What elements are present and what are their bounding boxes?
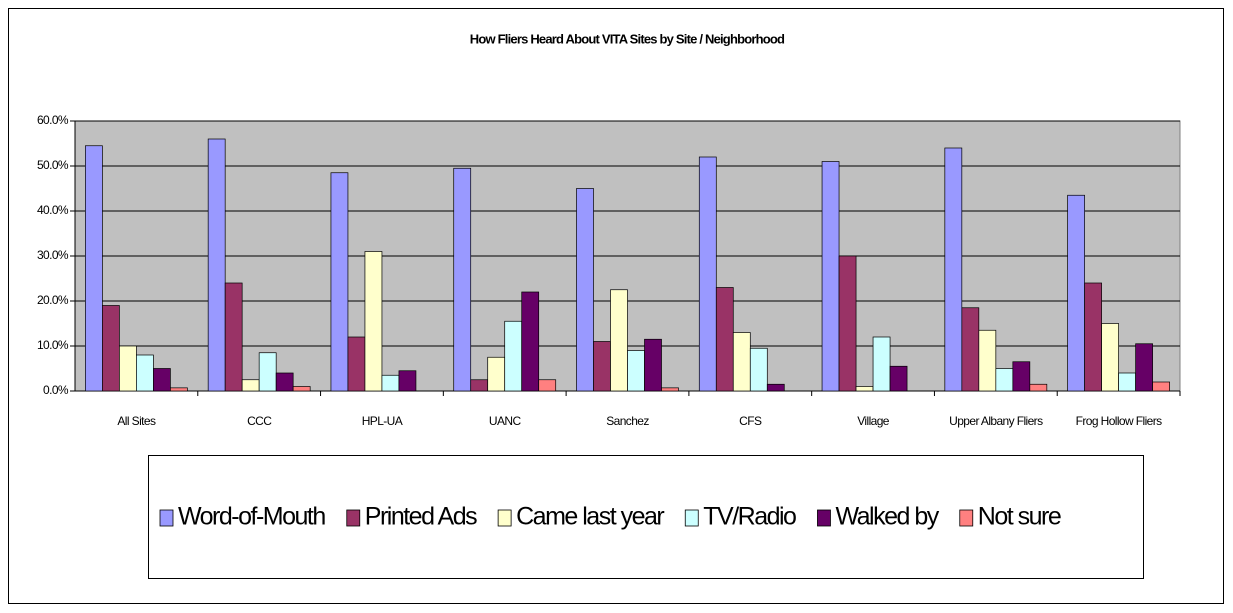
- bar: [521, 291, 540, 392]
- bar: [1152, 381, 1170, 392]
- y-tick-label: 30.0%: [37, 248, 69, 262]
- y-tick-label: 50.0%: [37, 158, 69, 172]
- bar: [241, 379, 260, 392]
- y-tick-label: 20.0%: [37, 293, 69, 307]
- bar: [153, 368, 171, 392]
- bar: [470, 379, 489, 392]
- y-tick-label: 10.0%: [37, 338, 69, 352]
- bar: [627, 350, 645, 392]
- bar: [364, 251, 383, 392]
- bar: [889, 365, 908, 392]
- x-tick-label: All Sites: [117, 414, 156, 428]
- bar: [838, 255, 857, 392]
- legend-swatch: [684, 509, 699, 527]
- bar: [698, 156, 717, 392]
- bar: [170, 387, 188, 392]
- bar: [381, 374, 400, 392]
- x-tick-label: CFS: [739, 414, 762, 428]
- x-tick-label: CCC: [247, 414, 272, 428]
- legend-swatch: [497, 509, 512, 527]
- legend-swatch: [817, 509, 831, 527]
- bar: [136, 354, 154, 392]
- bar: [732, 332, 751, 392]
- legend-label: Word-of-Mouth: [178, 503, 325, 531]
- bar: [102, 305, 120, 392]
- x-tick-label: Upper Albany Fliers: [949, 414, 1043, 428]
- bar: [85, 145, 103, 392]
- bar: [224, 282, 243, 392]
- bar: [330, 172, 349, 392]
- bar: [347, 336, 366, 392]
- bar: [292, 386, 311, 392]
- y-tick-label: 0.0%: [43, 383, 69, 397]
- bar: [661, 387, 679, 392]
- x-tick-label: Sanchez: [606, 414, 649, 428]
- bar: [995, 368, 1014, 392]
- bar: [872, 336, 891, 392]
- x-tick-label: HPL-UA: [362, 414, 403, 428]
- bar: [258, 352, 277, 392]
- legend-label: Printed Ads: [365, 503, 477, 531]
- legend-swatch: [159, 509, 174, 527]
- y-tick-label: 60.0%: [37, 113, 69, 127]
- legend-swatch: [346, 509, 361, 527]
- bar: [644, 338, 662, 392]
- y-tick-label: 40.0%: [37, 203, 69, 217]
- bar: [749, 347, 768, 392]
- legend-box: [148, 455, 1144, 579]
- x-tick-label: UANC: [489, 414, 522, 428]
- bar: [538, 379, 557, 392]
- bar: [961, 307, 980, 392]
- x-tick-label: Frog Hollow Fliers: [1076, 414, 1162, 428]
- bar: [1029, 383, 1048, 392]
- chart-title: How Fliers Heard About VITA Sites by Sit…: [470, 31, 785, 46]
- bar: [766, 383, 785, 392]
- x-tick-label: Village: [857, 414, 890, 428]
- bar: [398, 370, 417, 392]
- legend-label: Came last year: [516, 503, 664, 531]
- legend-label: Not sure: [978, 503, 1061, 531]
- bar: [1012, 361, 1031, 392]
- bar: [1067, 194, 1085, 392]
- bar: [207, 138, 226, 392]
- bar: [275, 372, 294, 392]
- bar: [1084, 282, 1102, 392]
- bar: [1118, 372, 1136, 392]
- bar: [1101, 323, 1119, 392]
- bar: [119, 345, 137, 392]
- bar: [715, 287, 734, 392]
- bar: [453, 167, 472, 392]
- bar: [978, 329, 997, 392]
- legend-swatch: [959, 509, 974, 527]
- bar: [855, 386, 874, 392]
- bar: [593, 341, 611, 392]
- bar: [1135, 343, 1153, 392]
- legend-label: Walked by: [835, 503, 939, 531]
- bar: [610, 289, 628, 392]
- legend-label: TV/Radio: [703, 503, 796, 531]
- bar: [576, 188, 594, 392]
- bar: [487, 356, 506, 392]
- bar: [821, 161, 840, 392]
- bar: [944, 147, 963, 392]
- bar: [504, 320, 523, 392]
